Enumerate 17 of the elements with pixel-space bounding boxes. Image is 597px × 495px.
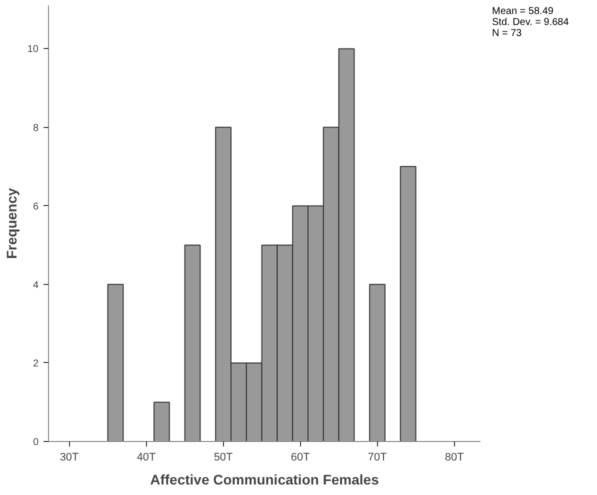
- x-tick-label: 40T: [136, 452, 156, 464]
- y-tick-label: 8: [32, 122, 39, 134]
- y-tick-label: 10: [27, 44, 39, 56]
- text: N = 73: [492, 28, 522, 39]
- y-tick-label: 6: [32, 201, 39, 212]
- y-tick-label: 4: [32, 280, 39, 291]
- y-tick-label: 0: [32, 437, 39, 448]
- x-tick-label: 30T: [60, 452, 80, 464]
- y-tick-label: 2: [32, 358, 39, 370]
- text: Std. Dev. = 9.684: [492, 17, 569, 28]
- x-tick-label: 80T: [444, 452, 464, 464]
- text: Mean = 58.49: [492, 6, 554, 17]
- y-axis-title: Frequency: [3, 188, 20, 259]
- x-tick-label: 60T: [290, 452, 310, 464]
- x-axis-title: Affective Communication Females: [150, 472, 380, 488]
- x-tick-label: 70T: [368, 452, 388, 464]
- x-tick-label: 50T: [214, 452, 234, 464]
